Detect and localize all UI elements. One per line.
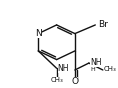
Text: CH₃: CH₃ (50, 77, 63, 83)
Text: NH: NH (58, 64, 69, 73)
Text: CH₃: CH₃ (104, 66, 117, 72)
Text: Br: Br (99, 20, 108, 29)
Text: N: N (35, 29, 42, 38)
Text: NH: NH (90, 58, 101, 67)
Text: O: O (71, 77, 78, 86)
Text: H: H (91, 67, 95, 72)
